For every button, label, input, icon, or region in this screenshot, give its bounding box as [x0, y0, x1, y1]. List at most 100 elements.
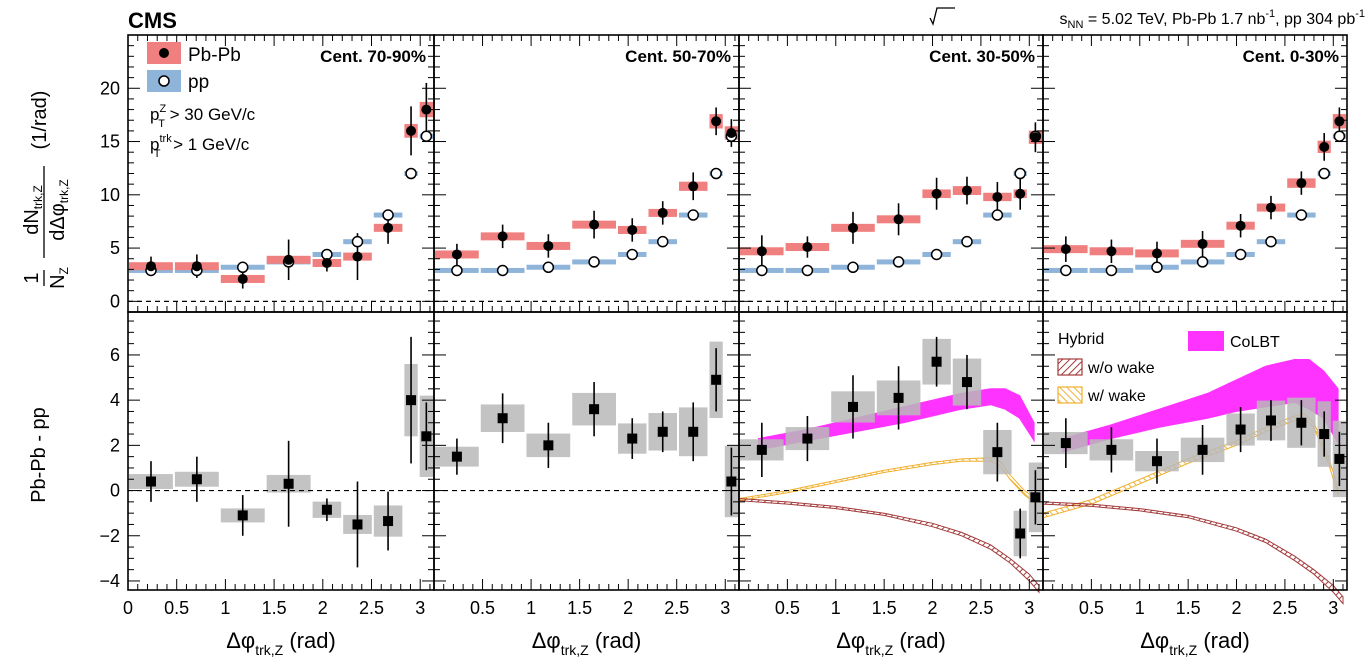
- diff-point: [1319, 429, 1330, 440]
- centrality-label: Cent. 50-70%: [625, 47, 731, 66]
- energy-label: sNN = 5.02 TeV, Pb-Pb 1.7 nb-1, pp 304 p…: [1060, 8, 1365, 31]
- pp-point: [961, 235, 973, 248]
- x-tick-label: 3: [415, 598, 425, 618]
- diff-point: [893, 392, 904, 403]
- legend-area: Pb-Pb pp pZ T > 30 GeV/c ptrk T > 1 GeV/c …: [147, 42, 1280, 405]
- diff-point: [145, 476, 156, 487]
- pbpb-point: [1265, 202, 1276, 213]
- ylabel-den-sub: trk,Z: [57, 179, 71, 203]
- pbpb-point: [688, 181, 699, 192]
- diff-point: [688, 426, 699, 437]
- pp-point: [451, 264, 463, 277]
- pp-point: [351, 235, 364, 248]
- top-frame: [738, 34, 1044, 313]
- pp-point: [542, 261, 555, 274]
- diff-point: [352, 519, 363, 530]
- x-tick-label: 3: [720, 598, 730, 618]
- diff-point: [237, 510, 248, 521]
- diff-point: [589, 404, 600, 415]
- pp-point: [588, 256, 600, 268]
- diff-point: [1106, 444, 1117, 455]
- pp-point: [1295, 209, 1308, 221]
- x-tick-label: 2: [928, 598, 938, 618]
- diff-point: [497, 413, 508, 424]
- diff-point: [383, 516, 394, 527]
- legend-with-wake-label: w/ wake: [1087, 388, 1146, 405]
- pp-point: [892, 256, 905, 268]
- x-tick-label: 0.5: [164, 598, 189, 618]
- pbpb-point: [406, 125, 417, 136]
- bottom-ylabel: Pb-Pb - pp: [28, 407, 50, 503]
- x-axis-label: Δφtrk,Z (rad): [1140, 628, 1250, 658]
- y-tick-label-bottom: 6: [110, 345, 120, 365]
- pp-point: [801, 264, 814, 277]
- pp-point: [1060, 264, 1072, 277]
- diff-point: [321, 504, 332, 515]
- cut-pttrk-sup: trk: [159, 133, 172, 145]
- cut-pttrk: ptrk T > 1 GeV/c: [150, 133, 250, 160]
- pbpb-point: [497, 231, 508, 242]
- diff-point: [1235, 424, 1246, 435]
- legend-without-wake-swatch: [1057, 358, 1083, 376]
- ylabel-unit: (1/rad): [29, 91, 51, 150]
- diff-point: [992, 447, 1003, 458]
- diff-point: [756, 444, 767, 455]
- x-tick-label: 1.5: [1176, 598, 1201, 618]
- centrality-label: Cent. 0-30%: [1243, 47, 1339, 66]
- diff-point: [451, 451, 462, 462]
- energy-sup2: -1: [1355, 8, 1365, 20]
- pbpb-point: [893, 214, 904, 225]
- x-axis-label: Δφtrk,Z (rad): [532, 628, 642, 658]
- y-tick-label-bottom: 2: [110, 435, 120, 455]
- x-tick-label: 1: [526, 598, 536, 618]
- panel-3: 0.5 1 1.5 2 2.5 3 Cent. 30-50% Δφtrk,Z (rad): [738, 34, 1044, 658]
- diff-point: [1015, 528, 1026, 539]
- diff-point: [711, 374, 722, 385]
- legend-pp-marker: [158, 75, 170, 87]
- x-tick-label: 1.5: [567, 598, 592, 618]
- pbpb-point: [421, 104, 432, 115]
- pp-point: [236, 261, 249, 274]
- ylabel-one: 1: [21, 272, 43, 283]
- pp-point: [1234, 248, 1247, 261]
- y-tick-label-top: 10: [100, 185, 120, 205]
- ylabel-nz: NZ: [47, 267, 71, 289]
- y-tick-label-top: 5: [110, 238, 120, 258]
- legend-colbt-swatch: [1188, 331, 1224, 351]
- x-tick-label: 2.5: [359, 598, 384, 618]
- x-tick-label: 0.5: [470, 598, 495, 618]
- diff-point: [543, 440, 554, 451]
- x-tick-label: 2: [318, 598, 328, 618]
- pp-point: [321, 248, 333, 261]
- y-tick-label-top: 0: [110, 291, 120, 311]
- pbpb-point: [931, 188, 942, 199]
- x-tick-label: 2: [1232, 598, 1242, 618]
- diff-point: [931, 356, 942, 367]
- model-band-wowake: [1042, 501, 1344, 605]
- pp-point: [420, 130, 433, 142]
- pp-point: [496, 264, 509, 277]
- y-tick-label-bottom: −2: [99, 526, 120, 546]
- pp-point: [382, 209, 394, 221]
- x-tick-label: 0.5: [1079, 598, 1104, 618]
- model-band-wowake: [738, 497, 1040, 594]
- pbpb-point: [1030, 132, 1041, 143]
- legend-pp-label: pp: [188, 72, 209, 93]
- pbpb-point: [237, 273, 248, 284]
- pp-point: [1105, 264, 1118, 277]
- pp-point: [1196, 256, 1209, 268]
- y-tick-label-bottom: 4: [110, 390, 120, 410]
- top-ylabel: 1 NZ dNtrk,Z dΔφtrk,Z (1/rad): [21, 91, 71, 289]
- pp-point: [756, 264, 768, 277]
- y-tick-label-top: 20: [100, 78, 120, 98]
- panel-4: 0.5 1 1.5 2 2.5 3 Cent. 0-30% Δφtrk,Z (rad): [1042, 34, 1348, 658]
- diff-point: [191, 474, 202, 485]
- legend-hybrid-title: Hybrid: [1058, 331, 1104, 348]
- pbpb-point: [1319, 141, 1330, 152]
- legend-without-wake-label: w/o wake: [1087, 360, 1155, 377]
- centrality-label: Cent. 30-50%: [929, 47, 1035, 66]
- pbpb-point: [352, 251, 363, 262]
- pp-point: [1333, 130, 1346, 142]
- pbpb-point: [726, 128, 737, 139]
